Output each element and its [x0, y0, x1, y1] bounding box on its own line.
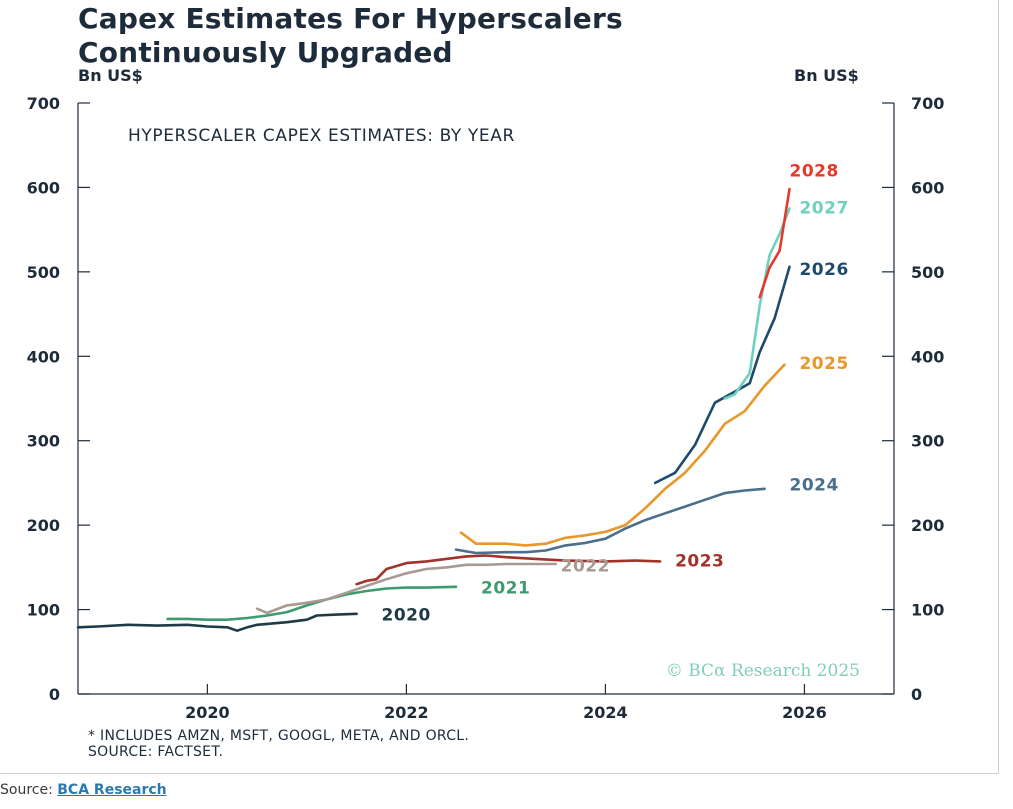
series-line-2027	[723, 207, 791, 400]
chart-subtitle: HYPERSCALER CAPEX ESTIMATES: BY YEAR	[128, 126, 515, 146]
series-line-2020	[76, 612, 358, 633]
y-tick-label-right: 500	[911, 263, 944, 282]
x-tick-label: 2022	[384, 703, 429, 722]
x-tick-label: 2020	[185, 703, 230, 722]
series-line-2022	[255, 562, 558, 615]
y-tick-label-right: 200	[911, 516, 944, 535]
series-label-2026: 2026	[799, 260, 848, 280]
series-label-2028: 2028	[790, 161, 839, 181]
x-tick-label: 2024	[583, 703, 628, 722]
y-tick-label-left: 400	[27, 347, 60, 366]
y-tick-label-right: 700	[911, 94, 944, 113]
y-tick-label-left: 500	[27, 263, 60, 282]
y-tick-label-left: 300	[27, 432, 60, 451]
series-label-2024: 2024	[790, 476, 839, 496]
series-label-2025: 2025	[799, 354, 848, 374]
x-tick-label: 2026	[782, 703, 827, 722]
y-tick-label-left: 200	[27, 516, 60, 535]
series-line-2023	[355, 554, 662, 586]
title-line-1: Capex Estimates For Hyperscalers	[78, 2, 623, 35]
y-tick-label-left: 100	[27, 601, 60, 620]
series-line-2028	[758, 187, 791, 299]
y-tick-label-right: 300	[911, 432, 944, 451]
series-line-2024	[454, 487, 766, 555]
series-line-2025	[459, 363, 786, 547]
bca-watermark: © BCα Research 2025	[666, 661, 860, 681]
series-lines	[76, 187, 791, 633]
right-axis-unit: Bn US$	[794, 66, 859, 85]
y-tick-label-right: 400	[911, 347, 944, 366]
left-axis-unit: Bn US$	[78, 66, 143, 85]
series-line-2026	[653, 265, 791, 485]
series-labels: 2020 2021 2022 2023 2024 2025 2026 2027 2028	[382, 161, 849, 625]
y-tick-label-left: 700	[27, 94, 60, 113]
y-tick-label-right: 0	[911, 685, 922, 704]
series-label-2022: 2022	[561, 557, 610, 577]
y-tick-label-left: 0	[49, 685, 60, 704]
source-line: Source: BCA Research	[0, 782, 167, 798]
series-label-2027: 2027	[799, 199, 848, 219]
series-line-2021	[166, 585, 458, 622]
series-label-2023: 2023	[675, 552, 724, 572]
y-tick-label-left: 600	[27, 178, 60, 197]
chart-frame	[0, 0, 999, 774]
series-label-2021: 2021	[481, 579, 530, 599]
footnote-line-2: SOURCE: FACTSET.	[88, 744, 224, 760]
y-tick-label-right: 100	[911, 601, 944, 620]
chart-axes: 0 0 100 100 200 200 300 300 400 400 500 500 600 600 70…	[27, 94, 945, 722]
source-label: Source:	[0, 782, 53, 798]
footnote: * INCLUDES AMZN, MSFT, GOOGL, META, AND …	[88, 728, 469, 760]
y-tick-label-right: 600	[911, 178, 944, 197]
footnote-line-1: * INCLUDES AMZN, MSFT, GOOGL, META, AND …	[88, 728, 470, 744]
chart-title: Capex Estimates For Hyperscalers Continu…	[78, 2, 623, 70]
series-label-2020: 2020	[382, 606, 431, 626]
source-link[interactable]: BCA Research	[57, 782, 167, 798]
title-line-2: Continuously Upgraded	[78, 36, 453, 69]
